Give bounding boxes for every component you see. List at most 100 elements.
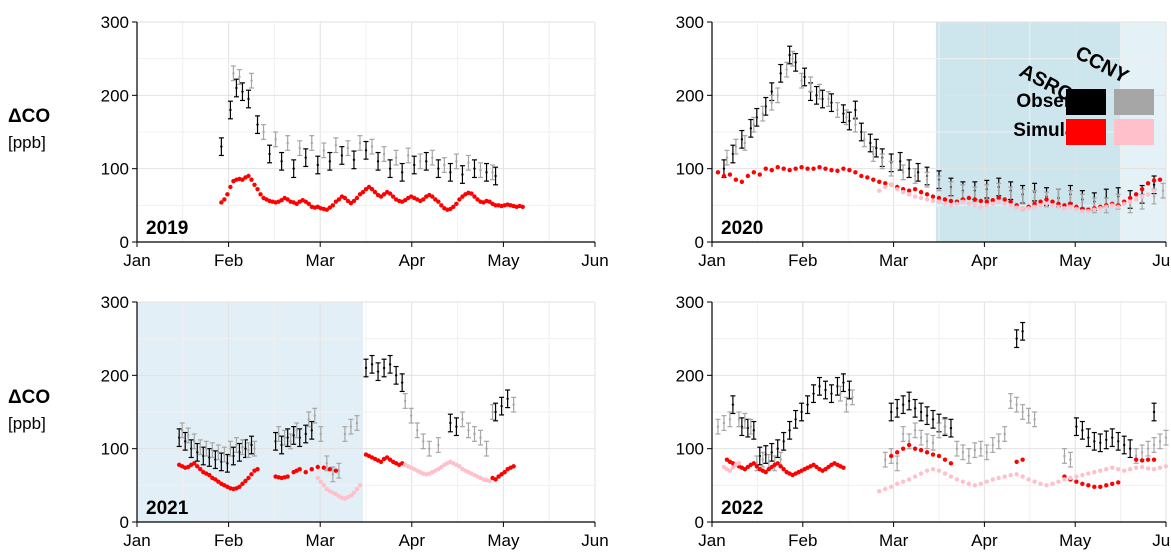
sim-point <box>978 481 984 487</box>
sim-point <box>906 192 912 197</box>
errorbar-center <box>244 447 247 450</box>
errorbar-point <box>255 115 261 135</box>
sim-point <box>402 198 408 203</box>
errorbar-center <box>292 434 295 437</box>
errorbar-center <box>226 462 229 465</box>
errorbar-point <box>888 402 894 422</box>
sim-point <box>285 474 290 479</box>
errorbar-point <box>203 440 209 457</box>
legend-swatch-simulated-ccny <box>1114 119 1154 145</box>
sim-point <box>799 165 804 170</box>
sim-point <box>1121 468 1127 473</box>
sim-point <box>727 172 733 177</box>
errorbar-center <box>1140 200 1144 203</box>
sim-point <box>439 203 444 208</box>
sim-point <box>258 192 263 197</box>
series-observed-ccny <box>230 65 496 181</box>
errorbar-center <box>232 72 235 75</box>
errorbar-point <box>342 426 348 442</box>
errorbar-center <box>416 429 419 432</box>
errorbar-center <box>788 429 791 432</box>
y-tick-label: 300 <box>101 13 129 32</box>
sim-point <box>841 465 846 470</box>
errorbar-center <box>907 399 911 403</box>
errorbar-center <box>943 425 947 428</box>
errorbar-center <box>890 167 893 170</box>
sim-point <box>1038 203 1043 208</box>
errorbar-center <box>997 440 1000 443</box>
y-tick-label: 200 <box>101 86 129 105</box>
sim-point <box>222 197 227 202</box>
x-tick-label: May <box>487 531 520 550</box>
errorbar-point <box>817 376 823 396</box>
sim-point <box>978 204 984 209</box>
sim-point <box>930 198 936 204</box>
errorbar-center <box>422 440 425 443</box>
sim-point <box>745 173 751 179</box>
errorbar-point <box>490 404 496 420</box>
errorbar-center <box>455 160 458 163</box>
errorbar-point <box>435 437 441 453</box>
sim-point <box>225 192 230 197</box>
errorbar-center <box>916 171 920 174</box>
errorbar-point <box>471 426 477 442</box>
errorbar-point <box>303 424 309 444</box>
sim-point <box>1062 477 1067 482</box>
errorbar-point <box>900 395 906 415</box>
errorbar-point <box>441 157 447 173</box>
sim-point <box>333 199 339 204</box>
errorbar-point <box>375 151 381 171</box>
sim-point <box>936 453 942 459</box>
errorbar-center <box>791 57 794 60</box>
sim-point <box>936 468 942 473</box>
errorbar-center <box>262 130 265 134</box>
errorbar-point <box>790 50 796 67</box>
errorbar-point <box>984 184 990 201</box>
sim-point <box>912 446 918 451</box>
errorbar-center <box>845 116 848 119</box>
errorbar-center <box>479 168 482 172</box>
errorbar-center <box>863 138 866 141</box>
y-tick-label: 200 <box>676 366 704 385</box>
sim-point <box>1050 203 1055 208</box>
series-observed-ccny <box>179 393 517 483</box>
errorbar-point <box>363 358 369 378</box>
sim-point <box>924 450 930 455</box>
errorbar-center <box>205 447 208 450</box>
errorbar-center <box>461 418 464 421</box>
sim-point <box>823 166 828 171</box>
sim-point <box>1139 458 1145 463</box>
sim-point <box>348 493 354 498</box>
errorbar-center <box>869 141 872 145</box>
errorbar-point <box>861 131 867 148</box>
errorbar-point <box>760 105 766 122</box>
errorbar-center <box>890 410 893 414</box>
errorbar-center <box>1081 429 1084 432</box>
errorbar-point <box>930 409 936 429</box>
panel-2019: 0 100 200 300 Jan Feb Mar Apr May Jun 2019 <box>101 13 609 270</box>
errorbar-point <box>179 422 185 439</box>
errorbar-point <box>742 135 748 151</box>
errorbar-point <box>870 146 876 162</box>
sim-point <box>1145 466 1151 471</box>
errorbar-point <box>978 440 984 457</box>
errorbar-center <box>1117 440 1120 443</box>
errorbar-point <box>465 154 471 171</box>
sim-point <box>871 177 876 182</box>
errorbar-point <box>245 442 251 459</box>
errorbar-point <box>249 72 254 89</box>
sim-point <box>1127 199 1133 204</box>
errorbar-center <box>437 167 440 170</box>
y-tick-label: 200 <box>101 366 129 385</box>
sim-point <box>318 479 324 484</box>
errorbar-center <box>449 421 452 425</box>
sim-point <box>1092 207 1097 212</box>
errorbar-center <box>722 167 726 170</box>
errorbar-center <box>250 443 253 447</box>
errorbar-center <box>364 366 368 370</box>
sim-point <box>1056 204 1061 209</box>
sim-point <box>460 194 465 199</box>
sim-point <box>192 461 197 466</box>
errorbar-point <box>751 116 757 133</box>
sim-point <box>451 204 456 209</box>
